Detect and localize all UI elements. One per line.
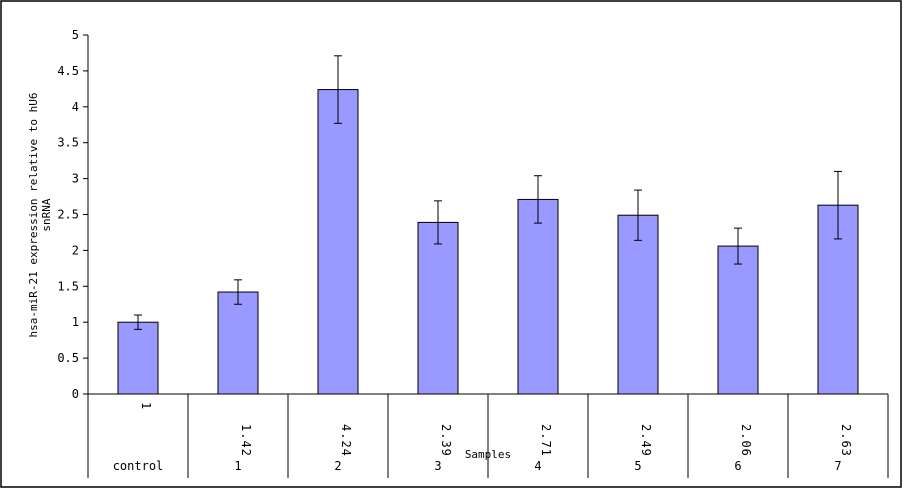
error-bars [134, 55, 842, 330]
data-label: 2.39 [439, 424, 453, 457]
y-tick-label: 5 [72, 28, 79, 42]
y-tick-label: 3 [72, 172, 79, 186]
data-label: 1.42 [239, 424, 253, 457]
bars [117, 89, 859, 395]
bar [417, 221, 459, 395]
x-category-label: control [113, 459, 164, 473]
data-label: 4.24 [339, 424, 353, 457]
data-label: 2.06 [739, 424, 753, 457]
x-category-label: 6 [734, 459, 741, 473]
bar [117, 321, 159, 395]
data-label: 2.49 [639, 424, 653, 457]
x-category-label: 7 [834, 459, 841, 473]
x-category-label: 5 [634, 459, 641, 473]
data-label: 2.71 [539, 424, 553, 457]
y-axis-title-line-1: hsa-miR-21 expression relative to hU6 [27, 92, 40, 337]
x-axis-title: Samples [465, 448, 511, 461]
y-axis: 0 0.5 1 1.5 2 2.5 3 3.5 4 4.5 5 [57, 28, 89, 401]
y-tick-label: 4 [72, 100, 79, 114]
y-tick-label: 2 [72, 243, 79, 257]
y-tick-label: 0 [72, 387, 79, 401]
data-label: 2.63 [839, 424, 853, 457]
x-category-label: 3 [434, 459, 441, 473]
y-axis-title-line-2: snRNA [40, 198, 53, 231]
y-tick-label: 2.5 [57, 208, 79, 222]
bar [317, 89, 359, 395]
bar [217, 291, 259, 395]
x-category-label: 1 [234, 459, 241, 473]
data-label: 1 [139, 402, 153, 410]
bar [617, 214, 659, 395]
bar [717, 245, 759, 395]
y-tick-label: 3.5 [57, 136, 79, 150]
y-axis-title: hsa-miR-21 expression relative to hU6 sn… [27, 92, 53, 337]
x-category-label: 4 [534, 459, 541, 473]
x-category-label: 2 [334, 459, 341, 473]
x-axis-table: 1 1.42 4.24 2.39 2.71 2.49 2.06 2.63 control 1 2 3 4… [87, 393, 889, 478]
y-tick-label: 4.5 [57, 64, 79, 78]
y-tick-label: 0.5 [57, 351, 79, 365]
bar [517, 198, 559, 395]
y-tick-label: 1.5 [57, 279, 79, 293]
y-tick-label: 1 [72, 315, 79, 329]
